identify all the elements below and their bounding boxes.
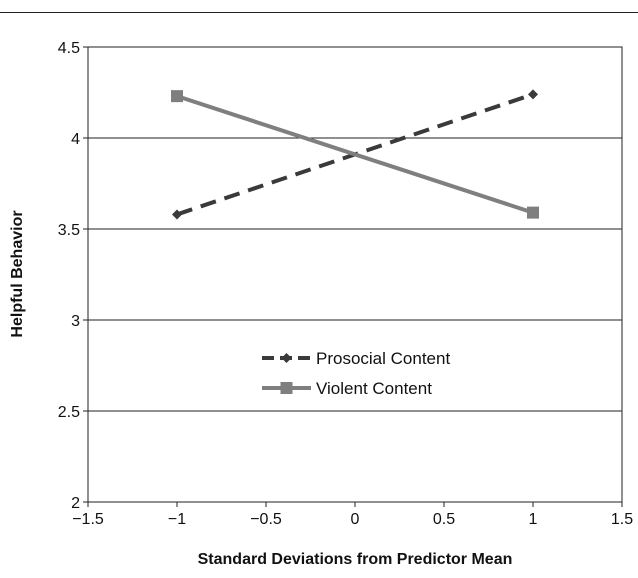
legend-marker-square [280,382,293,394]
y-axis-title: Helpful Behavior [9,210,26,337]
legend-item-prosocial: Prosocial Content [262,349,450,368]
data-point-prosocial [528,89,538,100]
legend-label-violent: Violent Content [316,379,432,398]
x-tick-label: −0.5 [250,511,282,528]
x-axis-title: Standard Deviations from Predictor Mean [198,551,513,568]
legend-label-prosocial: Prosocial Content [316,349,450,368]
x-tick-label: −1 [168,511,186,528]
y-tick-label: 2 [71,495,80,512]
x-tick-label: 1.5 [611,511,633,528]
data-point-violent [171,90,183,103]
y-tick-label: 2.5 [58,404,80,421]
y-tick-label: 4.5 [58,40,80,57]
legend-marker-diamond [281,353,292,363]
y-tick-label: 4 [71,131,80,148]
axis-ticks: 2 2.5 3 3.5 4 4.5 −1.5 −1 −0.5 0 0.5 1 1.5 [58,40,633,528]
x-tick-label: −1.5 [72,511,104,528]
data-point-prosocial [172,209,182,220]
data-point-violent [527,206,539,219]
x-tick-label: 0.5 [433,511,455,528]
y-tick-label: 3 [71,313,80,330]
x-tick-label: 1 [529,511,538,528]
plot-area-frame [87,46,623,503]
legend: Prosocial Content Violent Content [262,349,450,398]
gridlines [88,137,622,412]
series-layer [171,89,539,220]
y-tick-label: 3.5 [58,222,80,239]
x-tick-label: 0 [351,511,360,528]
series-line-violent [176,94,534,215]
legend-item-violent: Violent Content [262,379,432,398]
top-rule [0,12,638,13]
